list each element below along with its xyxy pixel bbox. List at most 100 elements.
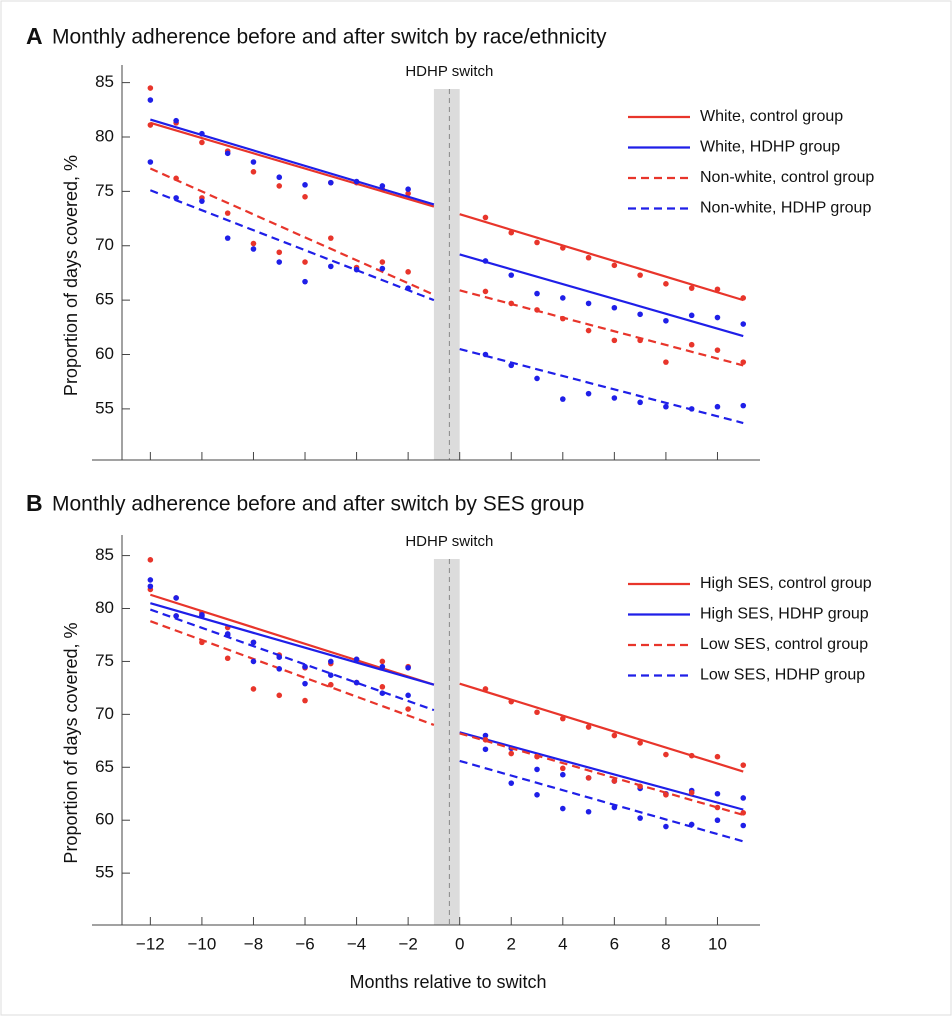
- data-point: [585, 390, 592, 397]
- fit-line: [459, 682, 744, 773]
- data-point: [224, 655, 231, 662]
- data-point: [379, 684, 386, 690]
- data-point: [482, 746, 489, 753]
- x-tick-label: 2: [507, 934, 516, 953]
- data-point: [147, 122, 154, 128]
- data-point: [199, 130, 205, 137]
- y-tick-label: 55: [95, 863, 114, 882]
- data-point: [611, 778, 618, 784]
- data-point: [688, 285, 695, 291]
- data-point: [740, 295, 747, 301]
- data-point: [405, 186, 411, 192]
- annotation: HDHP switch: [405, 63, 493, 80]
- data-point: [224, 210, 231, 216]
- data-point: [663, 751, 669, 758]
- data-point: [740, 809, 747, 816]
- data-point: [276, 259, 283, 265]
- x-tick-label: 4: [558, 934, 567, 953]
- data-point: [250, 168, 257, 175]
- data-point: [714, 403, 721, 410]
- data-point: [560, 295, 566, 301]
- data-point: [302, 259, 308, 265]
- data-point: [224, 150, 231, 157]
- fit-line: [459, 732, 744, 816]
- y-tick-label: 65: [95, 290, 114, 309]
- fit-line: [149, 620, 435, 726]
- data-point: [637, 337, 643, 344]
- fit-line: [459, 253, 744, 338]
- x-tick-label: −12: [136, 934, 165, 953]
- data-point: [585, 327, 592, 334]
- y-tick-label: 80: [95, 598, 114, 617]
- data-point: [534, 753, 540, 760]
- legend-label: Non-white, HDHP group: [700, 200, 871, 217]
- x-tick-label: −6: [295, 934, 314, 953]
- data-point: [585, 775, 592, 781]
- data-point: [328, 179, 334, 186]
- data-point: [585, 724, 592, 730]
- data-point: [302, 663, 308, 670]
- data-point: [276, 666, 283, 672]
- data-point: [199, 612, 205, 618]
- data-point: [147, 557, 154, 563]
- data-point: [250, 246, 257, 252]
- data-point: [611, 395, 618, 401]
- data-point: [353, 266, 360, 273]
- y-axis-label: Proportion of days covered, %: [61, 622, 81, 863]
- data-point: [405, 692, 411, 699]
- data-point: [508, 362, 515, 369]
- data-point: [534, 290, 540, 297]
- y-tick-label: 75: [95, 651, 114, 670]
- chart-title: Monthly adherence before and after switc…: [52, 26, 607, 49]
- x-tick-label: −10: [187, 934, 216, 953]
- data-point: [611, 337, 618, 344]
- data-point: [147, 97, 154, 103]
- data-point: [147, 583, 154, 590]
- fit-line: [459, 731, 744, 811]
- legend-label: Low SES, control group: [700, 636, 868, 653]
- data-point: [688, 406, 695, 412]
- data-point: [663, 281, 669, 287]
- data-point: [688, 312, 695, 319]
- data-point: [147, 159, 154, 165]
- data-point: [250, 658, 257, 665]
- data-point: [688, 752, 695, 759]
- data-point: [637, 740, 643, 746]
- y-tick-label: 80: [95, 126, 114, 145]
- data-point: [714, 753, 721, 760]
- data-point: [147, 85, 154, 91]
- data-point: [534, 792, 540, 798]
- data-point: [482, 732, 489, 739]
- data-point: [482, 351, 489, 358]
- data-point: [611, 732, 618, 739]
- data-point: [611, 262, 618, 269]
- data-point: [663, 823, 669, 830]
- data-point: [714, 817, 721, 824]
- panel-label: B: [26, 490, 43, 516]
- data-point: [379, 663, 386, 670]
- data-point: [560, 315, 566, 322]
- data-point: [276, 249, 283, 256]
- data-point: [405, 269, 411, 275]
- data-point: [585, 254, 592, 261]
- x-tick-label: 10: [708, 934, 727, 953]
- fit-line: [149, 189, 435, 302]
- data-point: [302, 194, 308, 200]
- x-tick-label: 0: [455, 934, 464, 953]
- data-point: [199, 639, 205, 646]
- data-point: [276, 174, 283, 181]
- data-point: [560, 805, 566, 812]
- legend-label: High SES, HDHP group: [700, 606, 869, 623]
- data-point: [482, 214, 489, 221]
- legend-label: Non-white, control group: [700, 169, 874, 186]
- data-point: [740, 822, 747, 829]
- data-point: [508, 272, 515, 278]
- data-point: [534, 766, 540, 773]
- data-point: [276, 183, 283, 189]
- x-tick-label: 8: [661, 934, 670, 953]
- x-axis-label: Months relative to switch: [349, 972, 546, 992]
- data-point: [328, 263, 334, 270]
- data-point: [405, 190, 411, 197]
- data-point: [663, 317, 669, 324]
